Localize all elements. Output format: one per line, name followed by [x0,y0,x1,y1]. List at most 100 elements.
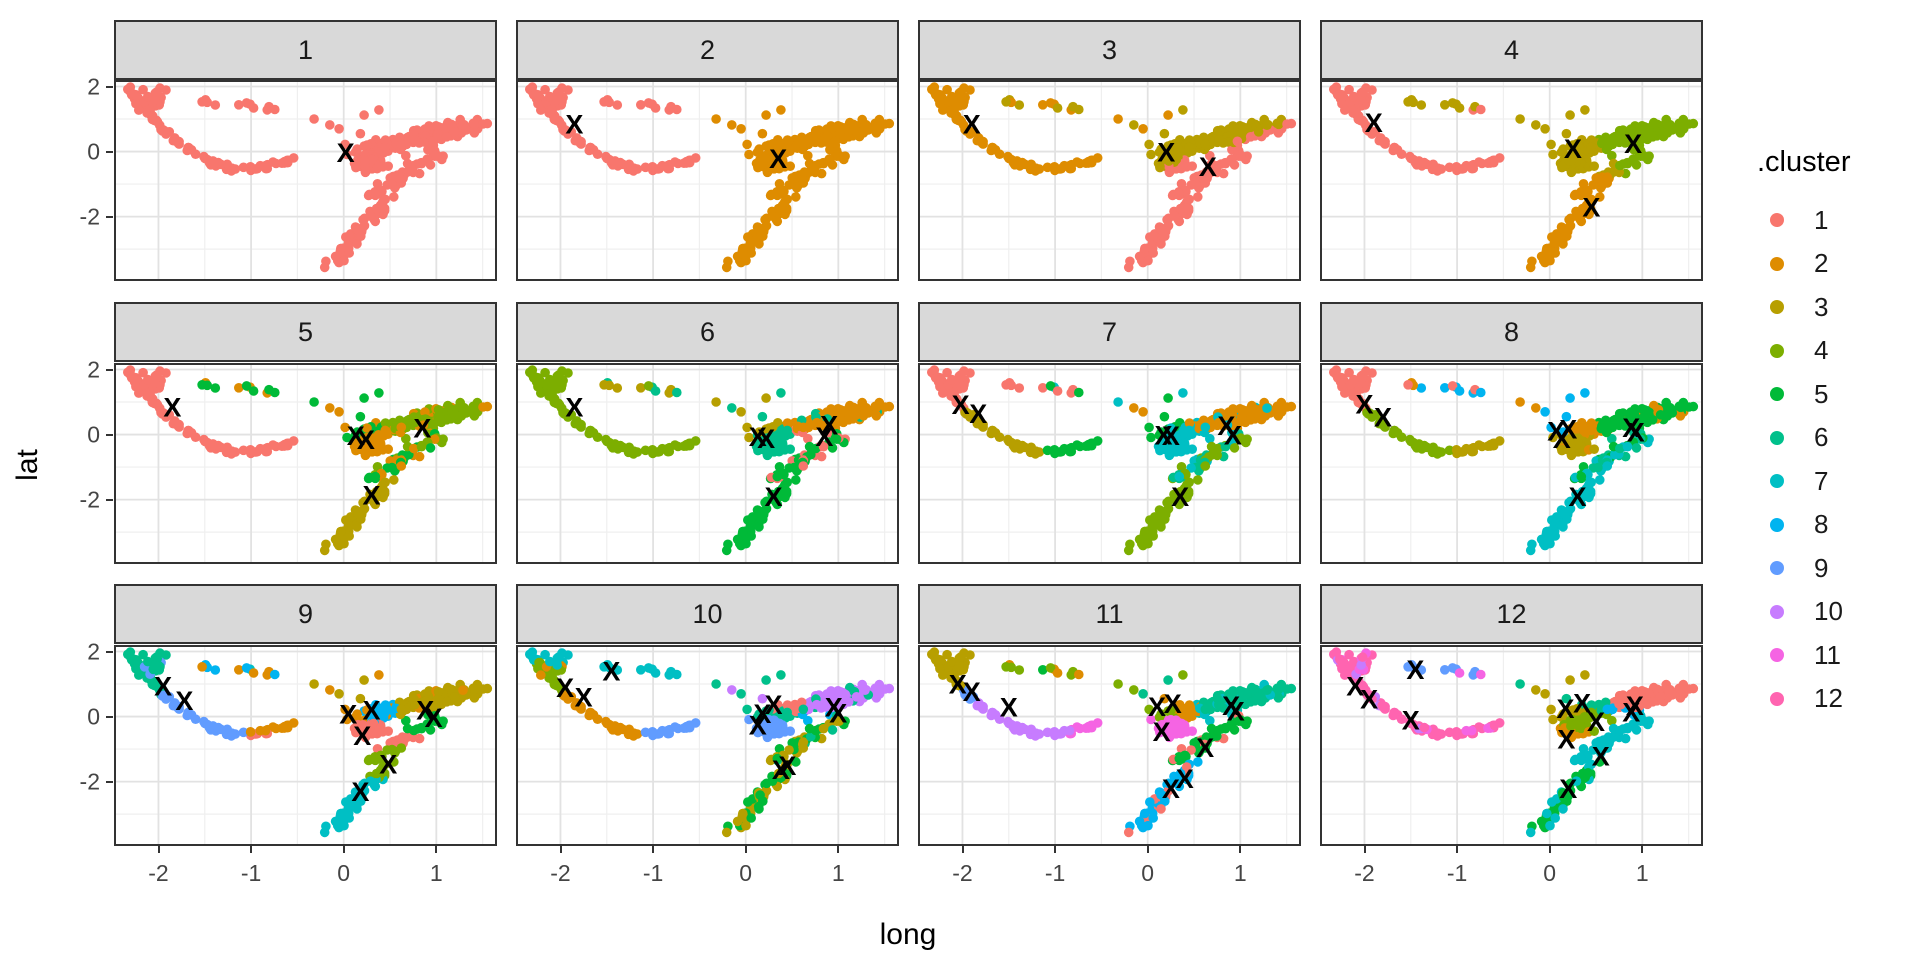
points-layer [927,647,1297,838]
point [1566,156,1576,166]
point [1356,378,1366,388]
point [396,704,407,715]
point [585,707,596,718]
point [1586,135,1597,145]
point [1566,450,1577,461]
point [552,660,562,670]
point [830,419,841,430]
point [1163,675,1173,685]
point [213,440,224,451]
point [1144,422,1154,433]
point [425,443,436,453]
centroid-x-marker: X [347,421,365,451]
point [134,670,144,680]
point [1237,405,1248,415]
point [954,95,964,105]
point [1546,422,1556,433]
point [309,679,319,689]
point [1042,727,1053,738]
point [1205,150,1215,161]
centroid-x-marker: X [1564,134,1582,164]
point [1045,663,1056,673]
point [241,663,252,673]
point [1573,154,1583,165]
point [851,410,862,420]
point [851,692,862,702]
point [1286,401,1297,412]
scatter-plot-2: XX [518,82,897,279]
point [1155,445,1165,455]
point [210,100,221,110]
point [433,122,444,132]
point [744,149,754,160]
point [753,727,763,737]
point [383,161,394,171]
point [1349,91,1359,102]
points-layer [525,365,895,556]
facet-strip-10: 10 [516,584,899,644]
point [241,381,252,391]
point [458,685,468,695]
points-layer [123,647,493,838]
point [433,405,444,415]
point [1675,402,1686,413]
point [975,700,985,711]
point [352,144,362,154]
points-layer [123,365,493,556]
point [1577,486,1588,497]
centroid-x-marker: X [362,696,380,726]
point [197,97,207,107]
point [234,665,244,675]
point [1353,397,1364,408]
point [1200,178,1211,188]
point [1184,707,1194,718]
point [1622,158,1633,169]
point [401,715,411,726]
point [1184,418,1195,428]
point [226,449,237,459]
point [1595,192,1605,202]
point [1213,443,1223,454]
point [757,411,768,422]
point [1515,397,1525,407]
point [1476,104,1486,115]
point [1550,531,1560,541]
point [351,162,361,172]
point [549,397,560,408]
point [1166,705,1176,715]
point [339,820,349,831]
point [1064,725,1075,736]
point [1545,538,1555,549]
point [352,427,362,437]
point [270,104,280,115]
centroid-x-marker: X [1582,193,1600,223]
point [1568,423,1578,433]
point [183,425,194,436]
centroid-x-marker: X [416,696,434,726]
point [994,714,1005,724]
point [830,136,841,147]
point [1559,225,1569,235]
point [871,402,882,413]
point [383,726,394,736]
point [362,705,372,715]
point [1454,386,1465,396]
point [975,418,985,429]
point [1540,407,1550,417]
point [1573,437,1583,448]
point [367,719,377,730]
point [761,393,771,403]
point [1565,393,1575,403]
point [822,124,832,134]
point [370,753,381,764]
point [767,494,778,504]
point [416,441,427,452]
point [963,690,973,701]
centroid-x-marker: X [749,710,767,740]
point [818,158,829,169]
point [260,443,271,454]
point [1052,103,1063,113]
